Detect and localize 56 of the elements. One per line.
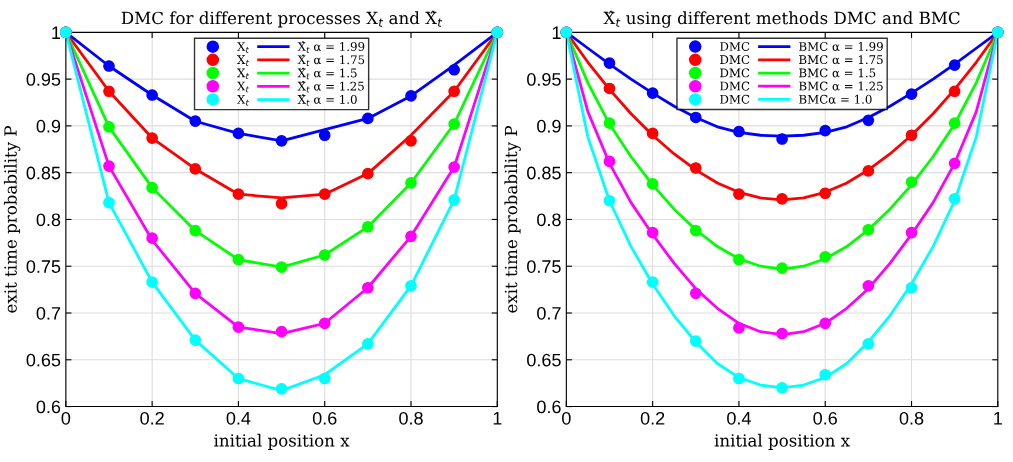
legend-label: BMC α = 1.5 bbox=[799, 68, 876, 78]
y-tick-label: 0.6 bbox=[537, 400, 561, 414]
x-tick-label: 0.6 bbox=[312, 411, 337, 425]
x-tick-label: 0.8 bbox=[399, 411, 423, 425]
legend-label: X$_{t}$ bbox=[237, 94, 250, 106]
legend-label: DMC bbox=[720, 41, 750, 51]
y-axis-title: exit time probability P bbox=[3, 125, 21, 313]
legend-label: X$_{t}$ bbox=[237, 68, 250, 80]
y-tick-label: 0.8 bbox=[537, 213, 561, 227]
y-tick-label: 0.9 bbox=[36, 119, 61, 133]
legend-label: BMCα = 1.0 bbox=[799, 94, 872, 104]
y-tick-label: 0.7 bbox=[537, 306, 561, 320]
y-tick-label: 0.9 bbox=[537, 119, 561, 133]
legend-label: X̂$_{t}$ α = 1.25 bbox=[297, 81, 364, 93]
legend-label: X̂$_{t}$ α = 1.99 bbox=[297, 41, 365, 53]
x-tick-label: 0.8 bbox=[899, 411, 924, 425]
y-tick-label: 0.85 bbox=[527, 166, 561, 180]
x-tick-label: 0 bbox=[562, 411, 571, 425]
y-tick-label: 0.6 bbox=[36, 400, 61, 414]
legend-label: DMC bbox=[720, 81, 750, 91]
x-tick-label: 0.2 bbox=[140, 411, 164, 425]
y-tick-label: 1 bbox=[552, 26, 561, 39]
y-tick-label: 0.95 bbox=[26, 73, 61, 86]
chart-title: DMC for different processes X$_{t}$ and X̂$_{t}$ bbox=[121, 10, 443, 28]
legend-label: X̂$_{t}$ α = 1.75 bbox=[297, 54, 365, 66]
legend-label: X$_{t}$ bbox=[237, 42, 250, 53]
legend-label: X̂$_{t}$ α = 1.0 bbox=[297, 94, 357, 106]
y-tick-label: 0.75 bbox=[26, 260, 61, 273]
chart-title: X̂$_{t}$ using different methods DMC and BMC bbox=[603, 10, 960, 28]
x-tick-label: 1 bbox=[493, 412, 502, 425]
legend-label: X$_{t}$ bbox=[237, 55, 250, 66]
y-axis-title: exit time probability P bbox=[504, 125, 521, 313]
x-tick-label: 1 bbox=[994, 412, 1002, 425]
x-axis-title: initial position x bbox=[214, 433, 350, 450]
x-tick-label: 0.4 bbox=[727, 411, 751, 425]
legend-label: BMC α = 1.25 bbox=[799, 81, 883, 91]
x-tick-label: 0.2 bbox=[640, 411, 665, 425]
y-tick-label: 0.85 bbox=[26, 166, 61, 180]
legend-label: DMC bbox=[720, 55, 750, 65]
y-tick-label: 0.8 bbox=[36, 213, 61, 227]
y-tick-label: 0.75 bbox=[527, 260, 561, 273]
y-tick-label: 0.7 bbox=[36, 306, 61, 320]
y-tick-label: 0.95 bbox=[527, 73, 561, 86]
x-tick-label: 0 bbox=[61, 411, 71, 425]
legend-label: X̂$_{t}$ α = 1.5 bbox=[297, 67, 357, 80]
legend-label: BMC α = 1.75 bbox=[799, 55, 883, 65]
legend-label: X$_{t}$ bbox=[237, 81, 250, 93]
x-tick-label: 0.4 bbox=[226, 411, 251, 425]
y-tick-label: 0.65 bbox=[26, 353, 61, 367]
legend-label: BMC α = 1.99 bbox=[799, 41, 883, 51]
x-tick-label: 0.6 bbox=[813, 411, 837, 425]
legend-label: DMC bbox=[720, 68, 750, 78]
y-tick-label: 0.65 bbox=[527, 353, 561, 367]
legend-label: DMC bbox=[720, 94, 750, 104]
x-axis-title: initial position x bbox=[714, 433, 850, 450]
y-tick-label: 1 bbox=[52, 26, 61, 39]
